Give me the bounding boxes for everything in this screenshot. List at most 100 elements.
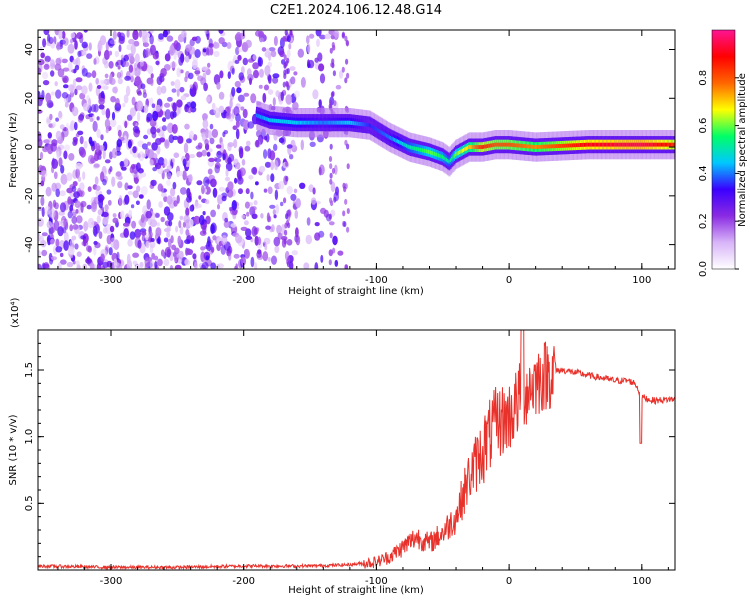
heatmap-cell — [137, 91, 142, 96]
heatmap-cell — [493, 142, 496, 147]
heatmap-cell — [172, 102, 177, 113]
heatmap-cell — [293, 120, 296, 125]
heatmap-cell — [176, 99, 183, 108]
heatmap-cell — [257, 236, 262, 246]
heatmap-cell — [186, 101, 192, 108]
heatmap-cell — [210, 178, 217, 188]
heatmap-cell — [110, 237, 117, 249]
heatmap-cell — [336, 120, 340, 125]
heatmap-cell — [186, 248, 193, 256]
heatmap-cell — [183, 142, 189, 154]
heatmap-cell — [200, 246, 206, 251]
heatmap-cell — [163, 228, 171, 233]
heatmap-cell — [648, 142, 651, 147]
snr-y-tick-label: 1.5 — [24, 362, 35, 378]
heatmap-cell — [58, 110, 63, 118]
heatmap-cell — [225, 162, 233, 172]
heatmap-cell — [368, 123, 371, 128]
heatmap-cell — [229, 98, 233, 109]
heatmap-cell — [333, 196, 337, 203]
heatmap-cell — [126, 114, 133, 121]
heatmap-cell — [204, 199, 210, 205]
snr-frame — [37, 329, 676, 571]
heatmap-cell — [350, 120, 353, 125]
heatmap-cell — [201, 66, 208, 71]
heatmap-cell — [312, 187, 316, 195]
heatmap-cell — [126, 30, 130, 38]
heatmap-cell — [287, 222, 291, 229]
heatmap-cell — [194, 201, 200, 209]
heatmap-cell — [329, 99, 333, 106]
heatmap-cell — [505, 142, 508, 147]
heatmap-cell — [93, 228, 98, 238]
heatmap-cell — [273, 214, 277, 219]
heatmap-cell — [294, 209, 299, 219]
heatmap-cell — [392, 137, 395, 142]
heatmap-cell — [136, 185, 141, 193]
heatmap-cell — [452, 155, 455, 160]
heatmap-cell — [235, 128, 240, 140]
heatmap-cell — [234, 164, 239, 170]
heatmap-cell — [236, 87, 242, 94]
heatmap-cell — [299, 182, 306, 189]
heatmap-cell — [129, 55, 135, 65]
heatmap-cell — [286, 261, 291, 268]
heatmap-cell — [504, 142, 507, 147]
heatmap-cell — [172, 135, 179, 141]
heatmap-cell — [235, 46, 240, 56]
heatmap-cell — [480, 145, 483, 149]
heatmap-cell — [95, 185, 101, 191]
heatmap-cell — [74, 121, 78, 131]
heatmap-cell — [209, 137, 215, 145]
heatmap-cell — [348, 120, 352, 125]
heatmap-cell — [259, 114, 263, 119]
heatmap-cell — [225, 168, 229, 177]
heatmap-cell — [41, 170, 48, 178]
heatmap-cell — [82, 171, 86, 180]
heatmap-cell — [456, 151, 459, 156]
heatmap-cell — [601, 142, 604, 147]
heatmap-cell — [75, 209, 79, 214]
heatmap-cell — [155, 60, 160, 66]
heatmap-cell — [335, 84, 342, 90]
heatmap-cell — [289, 261, 294, 269]
heatmap-cell — [473, 145, 476, 149]
heatmap-cell — [69, 204, 74, 212]
heatmap-cell — [359, 122, 362, 126]
heatmap-cell — [557, 144, 560, 148]
heatmap-cell — [291, 250, 298, 256]
heatmap-cell — [331, 58, 335, 65]
heatmap-cell — [251, 213, 258, 219]
heatmap-cell — [156, 238, 160, 244]
heatmap-cell — [215, 144, 222, 149]
heatmap-cell — [263, 116, 267, 121]
heatmap-cell — [197, 75, 204, 82]
heatmap-cell — [202, 72, 207, 81]
heatmap-cell — [176, 88, 180, 97]
heatmap-cell — [77, 176, 82, 182]
heatmap-cell — [130, 204, 135, 209]
heatmap-cell — [284, 222, 288, 229]
heatmap-cell — [277, 119, 280, 123]
heatmap-cell — [156, 86, 162, 96]
snr-panel: -300 -200 -100 0 100 0.5 1.0 1.5 Height of str… — [8, 297, 676, 596]
heatmap-cell — [67, 211, 73, 219]
heatmap-cell — [343, 221, 347, 228]
heatmap-cell — [205, 96, 211, 103]
heatmap-cell — [502, 142, 505, 147]
snr-x-tick-label: -100 — [365, 576, 388, 587]
heatmap-cell — [92, 120, 98, 132]
heatmap-cell — [124, 54, 129, 60]
heatmap-cell — [400, 141, 403, 146]
heatmap-cell — [383, 132, 386, 136]
heatmap-cell — [81, 41, 88, 49]
spectrogram-y-tick-label: 40 — [24, 43, 35, 56]
heatmap-cell — [134, 67, 141, 77]
heatmap-cell — [69, 238, 75, 250]
heatmap-cell — [529, 144, 532, 149]
heatmap-cell — [662, 142, 665, 147]
heatmap-cell — [595, 142, 598, 147]
heatmap-cell — [270, 160, 275, 171]
heatmap-cell — [634, 142, 637, 147]
heatmap-cell — [571, 143, 574, 148]
